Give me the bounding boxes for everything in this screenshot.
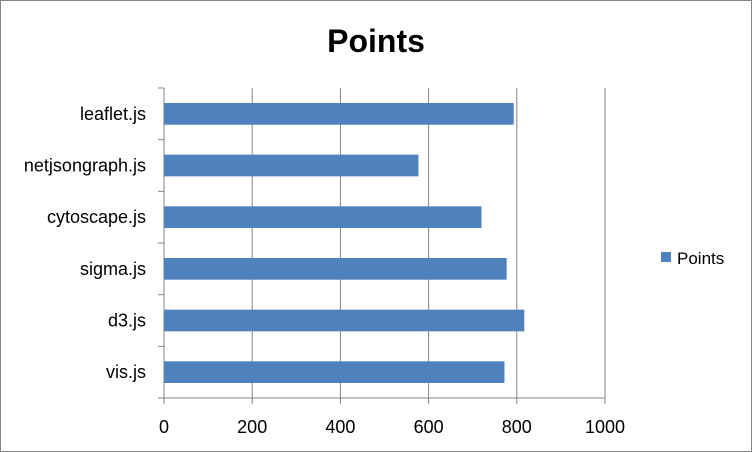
bar-leaflet-js [164,102,514,125]
legend-label: Points [677,249,724,268]
legend-swatch [661,252,671,262]
x-tick-label: 0 [159,417,169,437]
bar-d3-js [164,309,525,332]
bar-netjsongraph-js [164,154,419,177]
category-label: cytoscape.js [47,207,146,227]
x-tick-label: 200 [237,417,267,437]
legend: Points [661,249,724,268]
bars [164,102,525,384]
x-axis-tick-labels: 0 200 400 600 800 1000 [159,417,625,437]
gridlines [158,87,606,404]
category-label: d3.js [108,311,146,331]
x-tick-label: 800 [502,417,532,437]
chart-title: Points [327,23,425,59]
category-label: sigma.js [80,259,146,279]
category-label: leaflet.js [80,104,146,124]
x-tick-label: 600 [414,417,444,437]
bar-vis-js [164,361,505,384]
category-labels: vis.js d3.js sigma.js cytoscape.js netjsongr… [24,104,146,382]
bar-cytoscape-js [164,206,482,229]
x-tick-label: 1000 [585,417,625,437]
bar-sigma-js [164,257,507,280]
x-tick-label: 400 [325,417,355,437]
category-label: netjsongraph.js [24,156,146,176]
category-label: vis.js [106,362,146,382]
